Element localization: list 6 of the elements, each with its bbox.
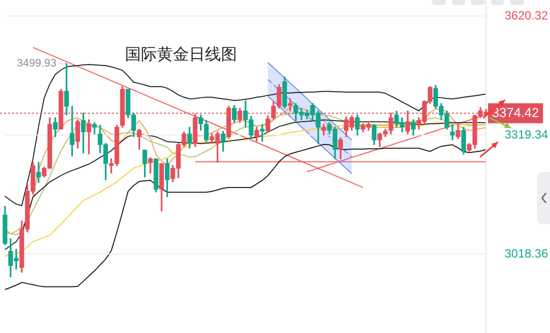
- ref-line-label: 3374.42: [492, 104, 539, 120]
- y-tick-label: 3319.34: [504, 127, 548, 142]
- y-tick-label: 3018.36: [504, 246, 548, 260]
- annotation: 3499.93: [16, 58, 57, 70]
- y-tick-label: 3620.32: [504, 8, 548, 22]
- text: 国际黄金日线图: [125, 44, 237, 64]
